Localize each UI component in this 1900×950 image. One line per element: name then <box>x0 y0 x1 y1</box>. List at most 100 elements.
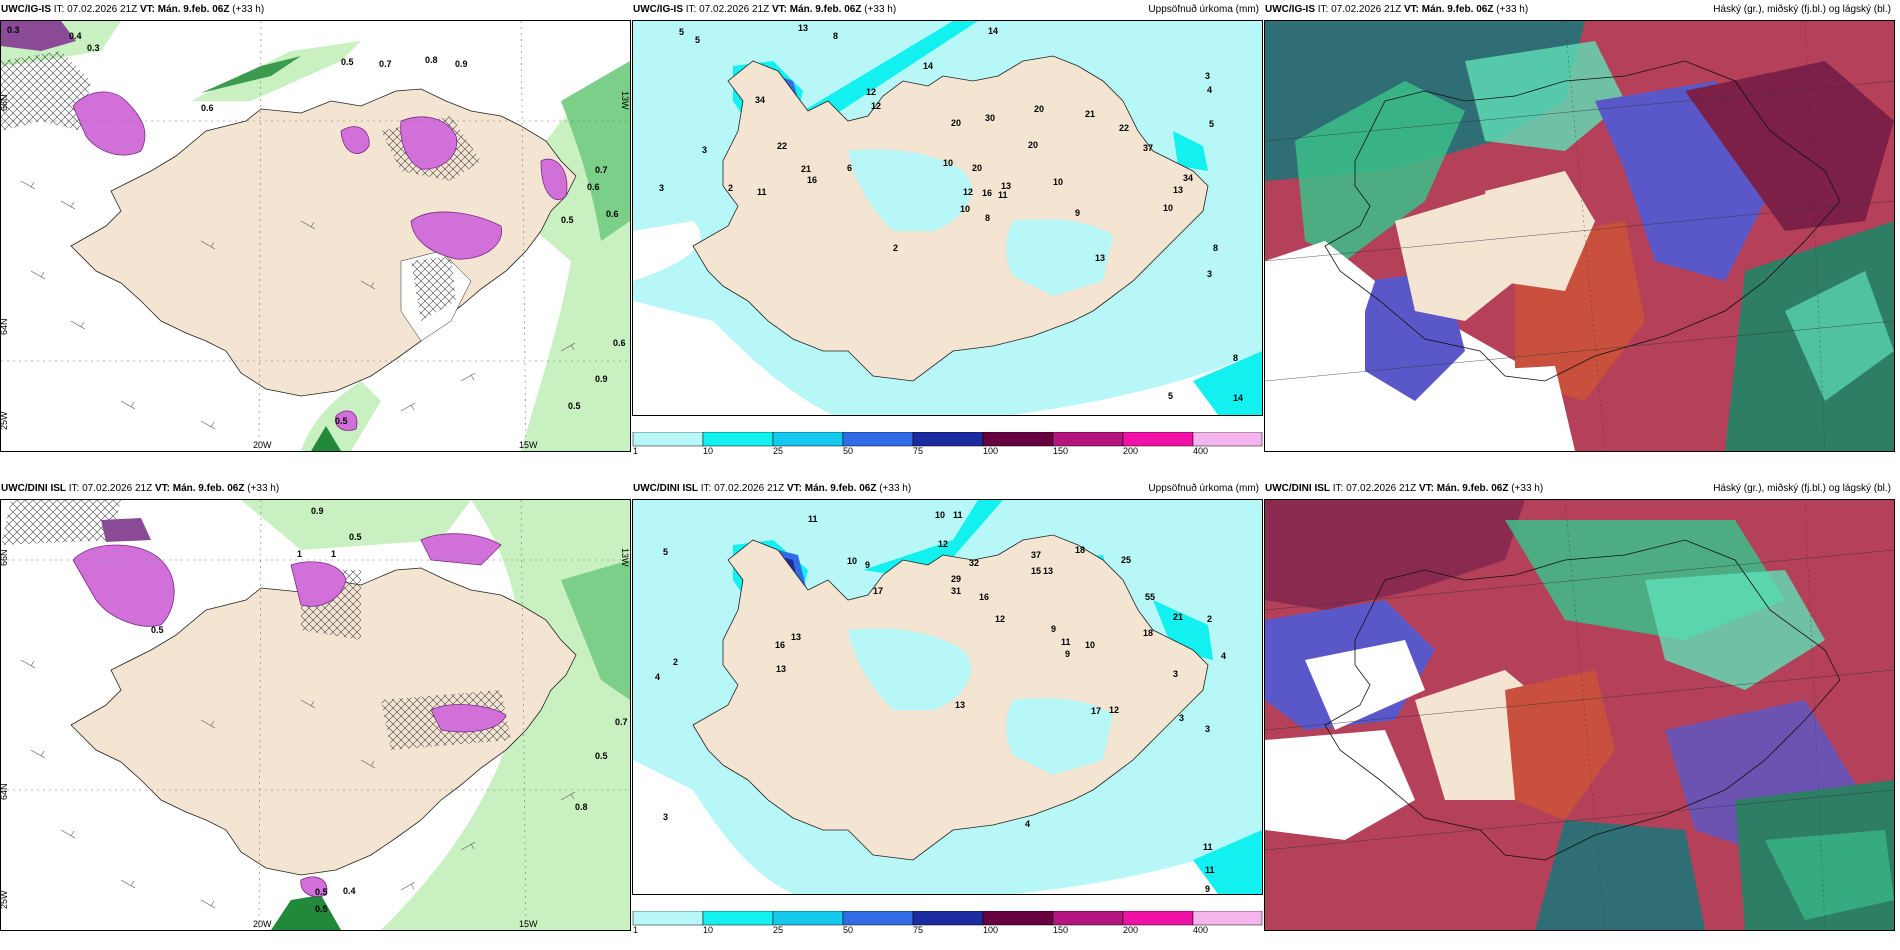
map-area[interactable]: 5 5 13 8 14 14 12 34 12 3 3 2 22 21 16 1… <box>632 20 1263 416</box>
value-label: 0.5 <box>561 215 574 225</box>
map-svg: 5 5 13 8 14 14 12 34 12 3 3 2 22 21 16 1… <box>633 21 1262 415</box>
value-label: 4 <box>1025 819 1030 829</box>
value-label: 0.6 <box>613 338 626 348</box>
value-label: 11 <box>1203 842 1213 852</box>
value-label: 10 <box>935 510 945 520</box>
panel-dini-clouds: UWC/DINI ISL IT: 07.02.2026 21Z VT: Mán.… <box>1264 479 1895 931</box>
map-area[interactable]: 5 11 10 11 10 9 17 12 32 37 18 25 29 31 … <box>632 499 1263 895</box>
it-label: IT: <box>53 4 65 15</box>
value-label: 2 <box>673 657 678 667</box>
value-labels: 5 11 10 11 10 9 17 12 32 37 18 25 29 31 … <box>655 510 1226 894</box>
lead-time: (+33 h) <box>1511 483 1544 494</box>
value-label: 10 <box>960 204 970 214</box>
lon-label-25w: 25W <box>1 890 9 909</box>
vt-label: VT: <box>154 483 170 494</box>
init-time: 07.02.2026 21Z <box>82 483 153 494</box>
init-time: 07.02.2026 21Z <box>714 483 785 494</box>
legend-ticks: 1 10 25 50 75 100 150 200 400 <box>633 925 1208 933</box>
vt-label: VT: <box>1403 4 1419 15</box>
model-name: UWC/IG-IS <box>1265 4 1315 15</box>
value-label: 0.6 <box>201 103 214 113</box>
lat-label-66n: 66N <box>1 549 9 566</box>
map-area[interactable] <box>1264 499 1895 931</box>
value-label: 34 <box>1183 173 1193 183</box>
value-label: 11 <box>808 514 818 524</box>
value-label: 12 <box>866 87 876 97</box>
legend-tick: 1 <box>633 925 638 933</box>
value-label: 20 <box>1034 104 1044 114</box>
legend-tick: 10 <box>703 446 713 454</box>
legend-swatch <box>1052 432 1124 447</box>
map-area[interactable]: 66N 64N 25W 20W 15W 13W 0.3 0.4 0.3 0.5 … <box>0 20 631 452</box>
valid-time: Mán. 9.feb. 06Z <box>789 4 862 15</box>
model-name: UWC/IG-IS <box>1 4 51 15</box>
value-label: 8 <box>1233 353 1238 363</box>
value-label: 3 <box>1179 713 1184 723</box>
value-label: 0.5 <box>315 887 328 897</box>
valid-time: Mán. 9.feb. 06Z <box>157 4 230 15</box>
legend-tick: 50 <box>843 925 853 933</box>
value-label: 9 <box>1051 624 1056 634</box>
lead-time: (+33 h) <box>1496 4 1529 15</box>
lon-label-20w: 20W <box>253 440 272 450</box>
value-label: 0.3 <box>87 43 100 53</box>
value-label: 8 <box>985 213 990 223</box>
model-name: UWC/DINI ISL <box>1265 483 1330 494</box>
legend-swatch <box>702 911 774 926</box>
value-label: 12 <box>995 614 1005 624</box>
value-label: 13 <box>1043 566 1053 576</box>
legend-swatch <box>632 432 704 447</box>
legend-swatches <box>632 911 1263 926</box>
panel-dini-precip: UWC/DINI ISL IT: 07.02.2026 21Z VT: Mán.… <box>632 479 1263 933</box>
value-label: 22 <box>1119 123 1129 133</box>
value-label: 20 <box>972 163 982 173</box>
legend-swatch <box>702 432 774 447</box>
lon-label-13w: 13W <box>620 91 630 110</box>
legend-tick: 25 <box>773 925 783 933</box>
map-area[interactable] <box>1264 20 1895 452</box>
legend-tick: 10 <box>703 925 713 933</box>
value-label: 0.7 <box>615 717 628 727</box>
value-label: 25 <box>1121 555 1131 565</box>
value-labels: 0.3 0.4 0.3 0.5 0.7 0.8 0.9 0.6 0.7 0.6 … <box>7 25 626 426</box>
legend-ticks: 1 10 25 50 75 100 150 200 400 <box>633 446 1208 454</box>
value-label: 8 <box>833 31 838 41</box>
map-area[interactable]: 66N 64N 25W 20W 15W 13W 0.9 0.5 1 1 0.5 … <box>0 499 631 931</box>
value-label: 16 <box>982 188 992 198</box>
value-label: 17 <box>873 586 883 596</box>
legend-tick: 75 <box>913 925 923 933</box>
value-label: 17 <box>1091 706 1101 716</box>
value-label: 1 <box>297 549 302 559</box>
legend-swatch <box>842 432 914 447</box>
value-label: 3 <box>663 812 668 822</box>
value-label: 0.5 <box>595 751 608 761</box>
value-label: 2 <box>728 183 733 193</box>
legend-tick: 150 <box>1053 446 1068 454</box>
value-label: 11 <box>1061 637 1071 647</box>
legend-swatch <box>1122 911 1194 926</box>
value-label: 11 <box>953 510 963 520</box>
lon-label-20w: 20W <box>253 919 272 929</box>
value-label: 10 <box>847 556 857 566</box>
legend-tick: 1 <box>633 446 638 454</box>
panel-header: UWC/IG-IS IT: 07.02.2026 21Z VT: Mán. 9.… <box>0 0 631 20</box>
legend-tick: 200 <box>1123 446 1138 454</box>
value-label: 2 <box>1207 614 1212 624</box>
value-label: 0.7 <box>595 165 608 175</box>
value-label: 3 <box>1205 71 1210 81</box>
model-name: UWC/DINI ISL <box>633 483 698 494</box>
value-label: 4 <box>1221 651 1226 661</box>
value-label: 0.5 <box>349 532 362 542</box>
value-label: 0.5 <box>151 625 164 635</box>
value-label: 0.5 <box>341 57 354 67</box>
value-label: 0.6 <box>587 182 600 192</box>
map-svg: 66N 64N 25W 20W 15W 13W 0.9 0.5 1 1 0.5 … <box>1 500 630 930</box>
value-label: 10 <box>1053 177 1063 187</box>
value-label: 10 <box>943 158 953 168</box>
value-label: 34 <box>755 95 765 105</box>
it-label: IT: <box>700 483 712 494</box>
value-label: 9 <box>1075 208 1080 218</box>
value-label: 30 <box>985 113 995 123</box>
value-label: 3 <box>1207 269 1212 279</box>
value-label: 4 <box>655 672 660 682</box>
